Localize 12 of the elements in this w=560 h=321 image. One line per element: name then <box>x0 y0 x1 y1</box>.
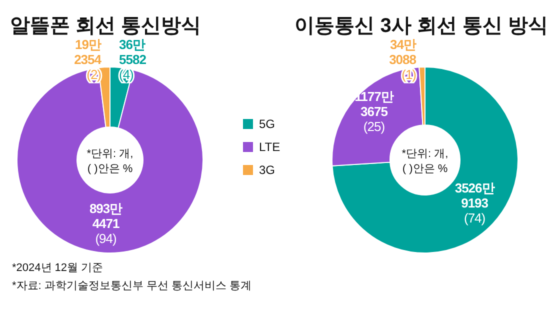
text: *자료: 과학기술정보통신부 무선 통신서비스 통계 <box>12 280 252 292</box>
data-label: 3526만 9193 (74) <box>454 180 495 226</box>
text: *단위: 개, ( )안은 % <box>402 148 448 175</box>
legend-label: 3G <box>259 163 276 177</box>
chart-title: 알뜰폰 회선 통신방식 <box>10 15 202 37</box>
text: *단위: 개, ( )안은 % <box>86 148 134 175</box>
data-label: 893만 4471 (94) <box>89 200 123 246</box>
legend-label: 5G <box>259 117 276 131</box>
text: *2024년 12월 기준 <box>12 262 104 274</box>
legend-label: LTE <box>259 140 280 154</box>
data-label: 34만 3088 (1) <box>389 37 416 82</box>
chart-title: 이동통신 3사 회선 통신 방식 <box>294 15 548 37</box>
